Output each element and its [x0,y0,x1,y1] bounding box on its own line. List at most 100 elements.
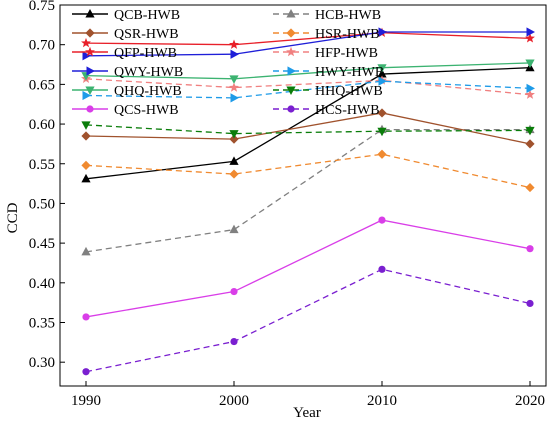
legend-item: HCB-HWB [273,8,381,23]
data-point [378,216,386,224]
legend-label: QCS-HWB [114,103,179,118]
data-point [82,90,91,101]
data-point [82,313,90,321]
y-axis-label: CCD [5,202,21,233]
data-point [81,160,91,170]
data-point [81,246,91,256]
series-qsr-hwb [81,108,535,149]
series-layer [81,27,535,376]
legend-label: HSR-HWB [315,27,380,42]
series-hsr-hwb [81,149,535,193]
y-axis-ticks: 0.30 0.35 0.40 0.45 0.50 0.55 0.60 0.65 0.70 0.75 [29,0,65,371]
data-point [81,37,91,48]
legend-marker [85,46,95,57]
legend-marker [286,9,296,18]
x-axis-ticks: 1990 2000 2010 2020 [71,381,545,409]
series-line [85,112,531,145]
legend-marker [85,9,95,18]
data-point [526,83,535,93]
legend-marker [287,66,296,76]
data-point [525,182,535,193]
legend-item: QCS-HWB [72,103,179,118]
data-point [230,49,239,59]
legend-label: QCB-HWB [114,8,180,23]
data-point [377,69,387,78]
y-tick-label: 0.30 [29,355,55,371]
series-hhq-hwb [81,121,535,139]
series-line [85,128,530,253]
legend-marker [286,86,296,95]
legend-marker [286,28,296,38]
data-point [229,82,239,92]
data-point [526,27,535,37]
legend-marker [86,66,95,76]
y-tick-label: 0.45 [29,236,55,252]
series-qwy-hwb [82,27,535,61]
legend-item: HHQ-HWB [273,84,383,99]
legend-marker [85,28,95,38]
data-point [229,75,239,84]
legend-item: QWY-HWB [72,65,183,80]
data-point [229,134,239,144]
legend-item: HFP-HWB [273,46,378,61]
data-point [525,139,535,149]
y-tick-label: 0.60 [29,117,55,133]
legend-label: HWY-HWB [315,65,384,80]
plot-frame [59,4,547,387]
y-tick-label: 0.55 [29,157,55,173]
legend-label: HCS-HWB [315,103,380,118]
data-point [82,51,91,61]
data-point [229,169,239,179]
data-point [229,130,239,139]
x-tick-label: 2020 [515,393,545,409]
data-point [378,27,387,37]
y-tick-label: 0.50 [29,196,55,212]
y-tick-label: 0.65 [29,77,55,93]
legend-item: QSR-HWB [72,27,179,42]
series-line [85,32,531,46]
legend-item: QFP-HWB [72,46,177,61]
data-point [81,121,91,130]
series-line [85,153,531,189]
legend-item: HSR-HWB [273,27,380,42]
legend-marker [287,105,295,113]
data-point [229,156,239,165]
data-point [82,368,90,376]
legend-label: HCB-HWB [315,8,381,23]
legend-label: QFP-HWB [114,46,177,61]
series-hcb-hwb [81,124,535,256]
data-point [377,127,387,137]
series-line [85,31,530,57]
legend-item: QCB-HWB [72,8,180,23]
data-point [229,224,239,234]
y-tick-label: 0.75 [29,0,55,14]
series-qcs-hwb [82,216,534,321]
legend-label: QSR-HWB [114,27,179,42]
y-tick-label: 0.40 [29,276,55,292]
x-axis-label: Year [293,405,321,421]
legend-label: HHQ-HWB [315,84,383,99]
data-point [81,131,91,141]
x-tick-label: 2010 [367,393,397,409]
data-point [230,93,239,103]
legend-marker [85,86,95,95]
data-point [525,126,535,136]
y-tick-label: 0.35 [29,316,55,332]
data-point [526,299,534,308]
data-point [230,287,238,296]
series-line [85,78,531,96]
data-point [525,59,535,68]
data-point [378,265,386,273]
data-point [526,245,534,253]
y-tick-label: 0.70 [29,38,55,54]
data-point [377,149,387,159]
data-point [378,76,387,86]
legend-label: HFP-HWB [315,46,378,61]
data-point [377,108,387,118]
legend-item: HWY-HWB [273,65,384,80]
x-tick-label: 2000 [219,393,249,409]
series-line [85,124,531,135]
x-tick-label: 1990 [71,393,101,409]
legend-item: QHQ-HWB [72,84,182,99]
